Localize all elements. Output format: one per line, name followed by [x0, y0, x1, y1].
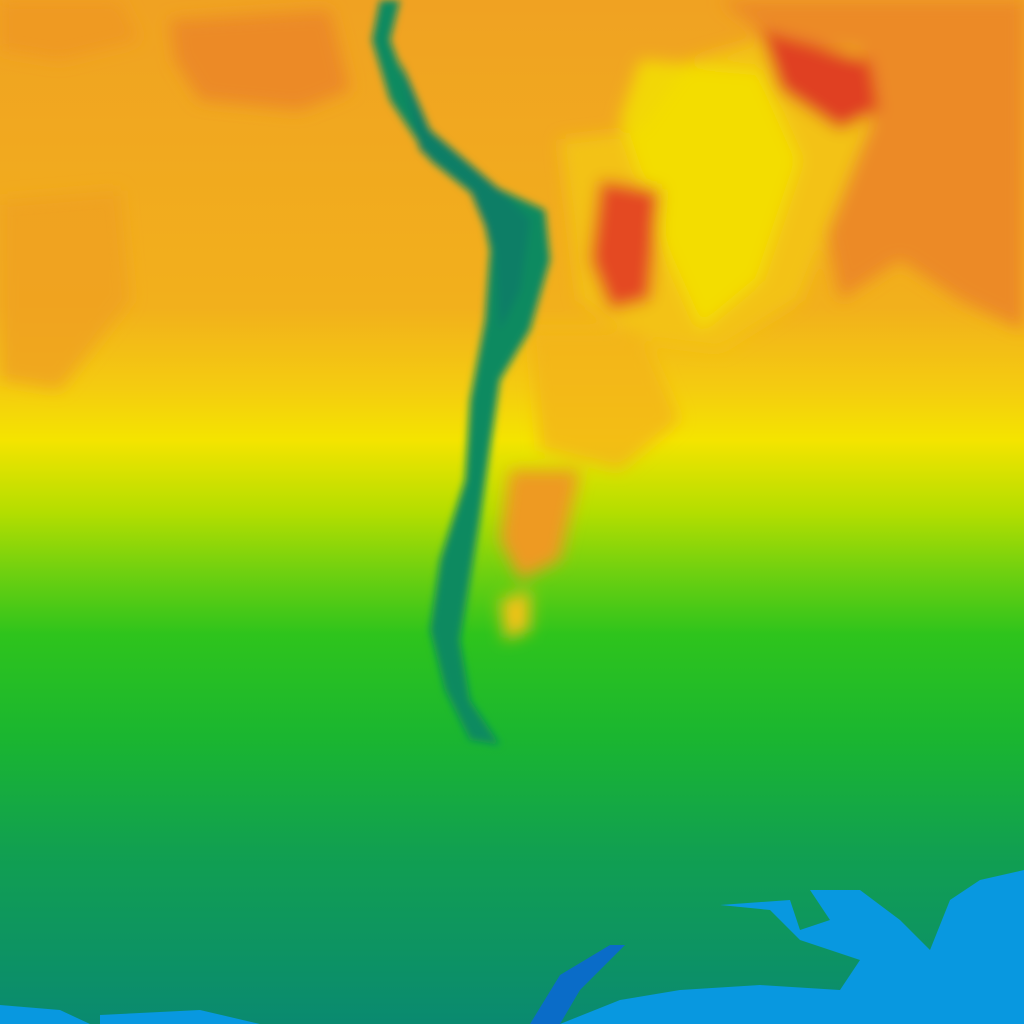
warm-regions	[0, 0, 1024, 640]
ice-regions	[0, 870, 1024, 1024]
cool-regions	[372, 0, 550, 745]
